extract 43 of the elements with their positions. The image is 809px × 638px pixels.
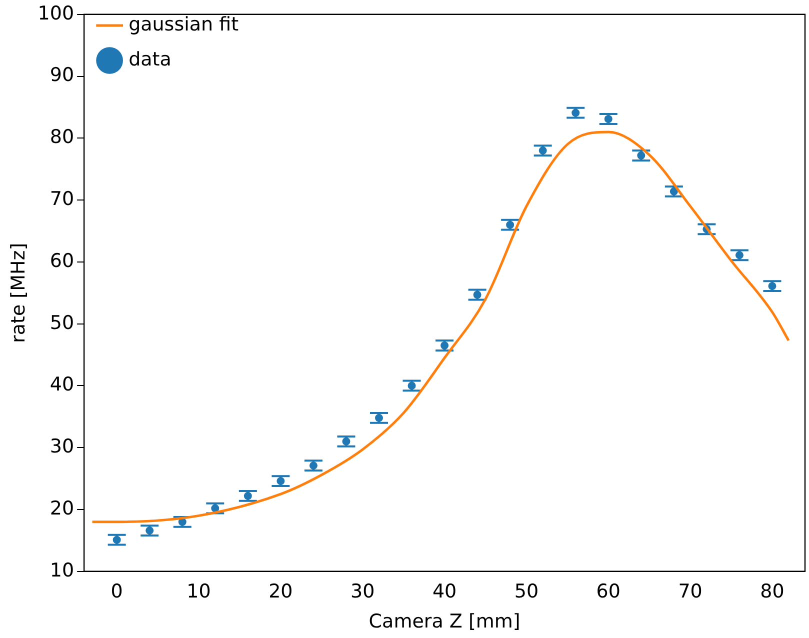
- point: [604, 114, 612, 123]
- x-tick-label: 60: [596, 580, 620, 603]
- legend-label: gaussian fit: [128, 13, 239, 36]
- y-tick-label: 70: [50, 188, 74, 210]
- x-tick-label: 20: [268, 580, 293, 603]
- x-tick-label: 50: [514, 580, 539, 603]
- y-tick-label: 30: [50, 436, 74, 458]
- point: [211, 504, 220, 512]
- point: [506, 220, 514, 229]
- point: [244, 492, 252, 500]
- point: [572, 108, 580, 117]
- point: [735, 251, 744, 260]
- point: [146, 526, 154, 535]
- point: [408, 382, 416, 390]
- point: [309, 462, 318, 470]
- point: [276, 477, 285, 486]
- point: [473, 290, 482, 299]
- y-tick-label: 20: [50, 497, 74, 520]
- x-tick-label: 10: [186, 580, 211, 603]
- x-tick-label: 40: [432, 580, 457, 603]
- x-tick-label: 70: [678, 580, 702, 603]
- point: [538, 146, 547, 155]
- x-axis-title: Camera Z [mm]: [368, 610, 520, 633]
- x-tick-label: 30: [350, 580, 375, 603]
- point: [342, 437, 350, 446]
- point: [768, 282, 776, 290]
- point: [670, 187, 678, 196]
- point: [374, 414, 383, 422]
- y-tick-label: 80: [50, 126, 74, 148]
- point: [112, 536, 121, 544]
- y-tick-label: 10: [50, 559, 74, 582]
- y-axis-title: rate [MHz]: [7, 242, 30, 343]
- y-tick-label: 90: [50, 64, 74, 86]
- line-series: [91, 130, 790, 524]
- y-tick-label: 40: [50, 374, 74, 396]
- point: [637, 152, 646, 160]
- y-tick-label: 60: [50, 250, 74, 272]
- x-tick-label: 0: [110, 580, 123, 603]
- point: [440, 342, 449, 350]
- legend-label: data: [128, 48, 172, 70]
- y-tick-label: 50: [50, 312, 74, 334]
- y-tick-label: 100: [38, 2, 74, 24]
- x-tick-label: 80: [760, 580, 784, 603]
